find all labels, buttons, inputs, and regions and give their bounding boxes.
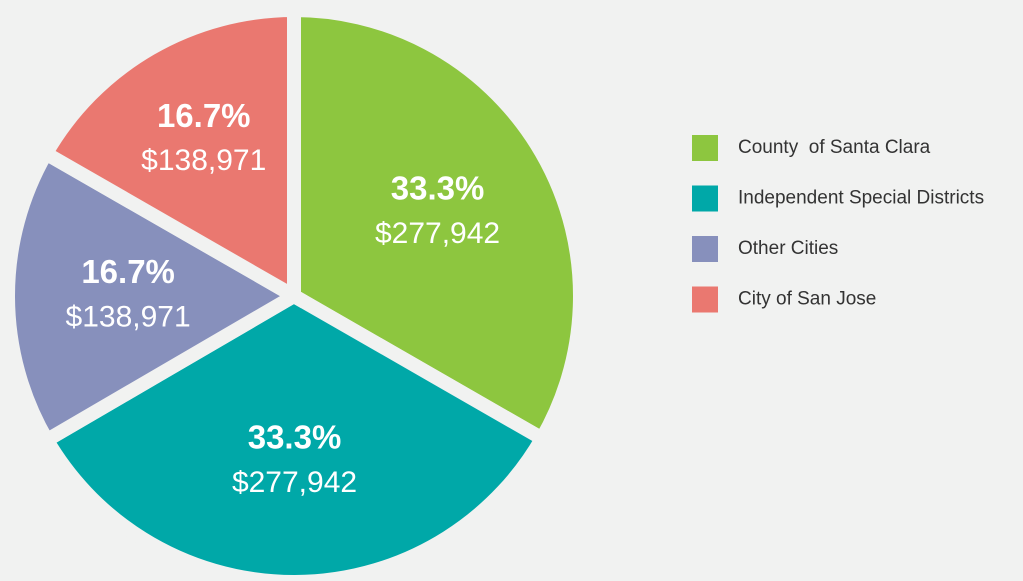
legend-label: City of San Jose bbox=[738, 289, 876, 310]
pie-slice bbox=[37, 287, 552, 581]
legend-label: County of Santa Clara bbox=[738, 137, 931, 158]
slice-amount: $277,942 bbox=[232, 466, 357, 499]
slice-amount: $138,971 bbox=[66, 300, 191, 333]
slice-percent: 33.3% bbox=[391, 170, 485, 207]
slice-amount: $138,971 bbox=[141, 144, 266, 177]
legend-swatch bbox=[692, 236, 718, 262]
legend-swatch bbox=[692, 286, 718, 313]
slice-percent: 16.7% bbox=[157, 97, 251, 134]
slice-amount: $277,942 bbox=[375, 217, 500, 250]
legend-swatch bbox=[692, 135, 718, 161]
pie-slice bbox=[36, 2, 301, 309]
slice-percent: 16.7% bbox=[81, 253, 175, 290]
slice-percent: 33.3% bbox=[248, 419, 342, 456]
legend-label: Independent Special Districts bbox=[738, 188, 984, 209]
legend-swatch bbox=[692, 185, 718, 212]
pie-slice bbox=[1, 143, 308, 450]
legend-label: Other Cities bbox=[738, 238, 838, 259]
